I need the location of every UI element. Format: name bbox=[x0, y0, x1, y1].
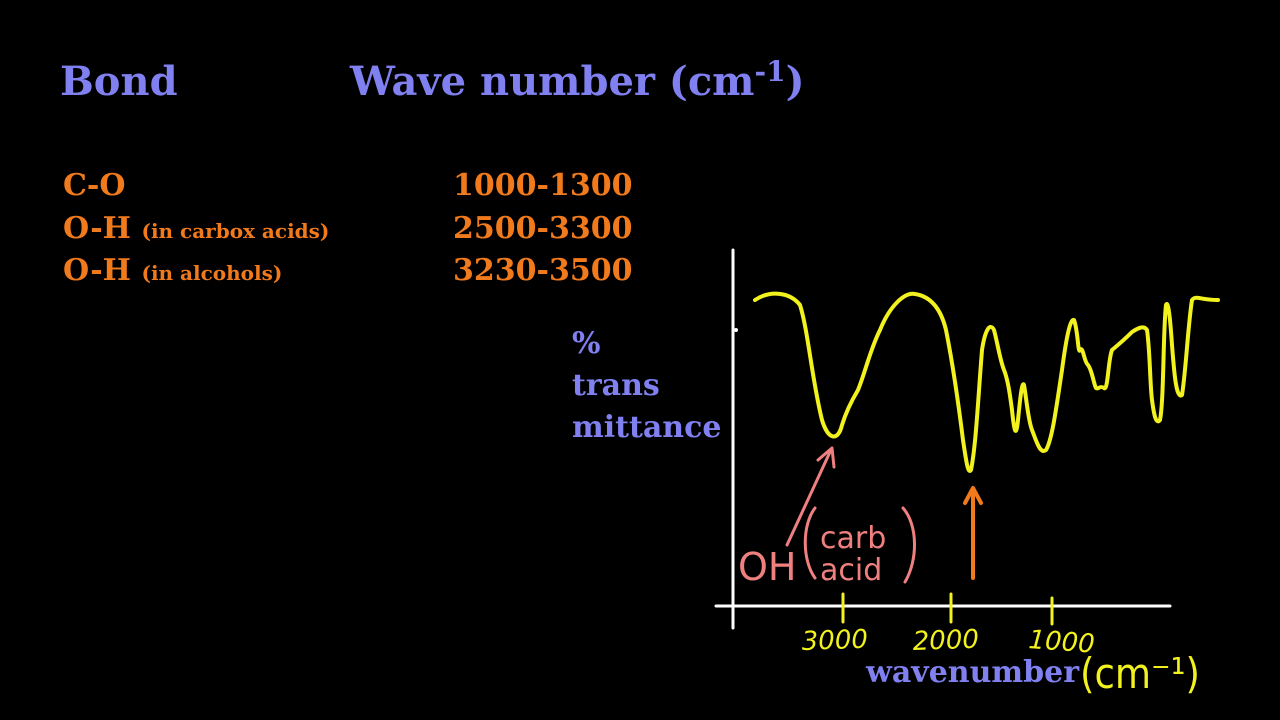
x-axis-label: wavenumber bbox=[866, 658, 1079, 688]
header-wavenumber-exponent: -1 bbox=[754, 55, 786, 88]
row-bond-co: C-O bbox=[63, 171, 125, 201]
row-range-oh-acid: 2500-3300 bbox=[453, 214, 632, 244]
oh-arrow-shaft bbox=[785, 450, 832, 547]
x-tick-label-2000: 2000 bbox=[912, 625, 979, 657]
row-range-text: 3230-3500 bbox=[453, 253, 633, 288]
oh-paren-left bbox=[803, 506, 817, 580]
y-axis-dot bbox=[734, 328, 738, 332]
header-wavenumber: Wave number (cm-1) bbox=[350, 58, 805, 102]
y-axis-label-line: mittance bbox=[572, 410, 722, 445]
y-axis-label-line: trans bbox=[572, 368, 660, 403]
y-axis-label: % trans mittance bbox=[572, 323, 721, 449]
row-bond-note: (in alcohols) bbox=[141, 261, 283, 285]
co-arrow-head bbox=[963, 486, 983, 505]
oh-annotation-carb: carb bbox=[820, 521, 886, 556]
oh-annotation-acid: acid bbox=[820, 553, 882, 588]
row-range-oh-alcohol: 3230-3500 bbox=[453, 256, 632, 286]
y-axis-label-line: % bbox=[572, 326, 601, 361]
row-bond-text: C-O bbox=[63, 168, 126, 203]
spectrum-trace bbox=[753, 291, 1220, 473]
row-range-co: 1000-1300 bbox=[453, 171, 632, 201]
oh-arrow-head bbox=[816, 446, 836, 469]
row-bond-oh-acid: O-H (in carbox acids) bbox=[63, 214, 329, 244]
row-bond-oh-alcohol: O-H (in alcohols) bbox=[63, 256, 282, 286]
header-wavenumber-close: ) bbox=[785, 58, 805, 105]
oh-annotation: OH bbox=[738, 545, 796, 589]
x-tick-label-3000: 3000 bbox=[801, 625, 868, 657]
row-bond-text: O-H bbox=[63, 211, 132, 246]
header-wavenumber-text: Wave number (cm bbox=[350, 58, 755, 105]
header-bond-text: Bond bbox=[60, 58, 178, 105]
x-unit-handwritten: (cm⁻¹) bbox=[1080, 649, 1200, 698]
x-axis-label-text: wavenumber bbox=[866, 655, 1080, 690]
oh-paren-right bbox=[901, 506, 916, 584]
row-bond-text: O-H bbox=[63, 253, 132, 288]
row-range-text: 2500-3300 bbox=[453, 211, 633, 246]
x-tick-label-1000: 1000 bbox=[1028, 625, 1096, 660]
row-range-text: 1000-1300 bbox=[453, 168, 633, 203]
header-bond: Bond bbox=[60, 62, 178, 102]
row-bond-note: (in carbox acids) bbox=[141, 219, 330, 243]
